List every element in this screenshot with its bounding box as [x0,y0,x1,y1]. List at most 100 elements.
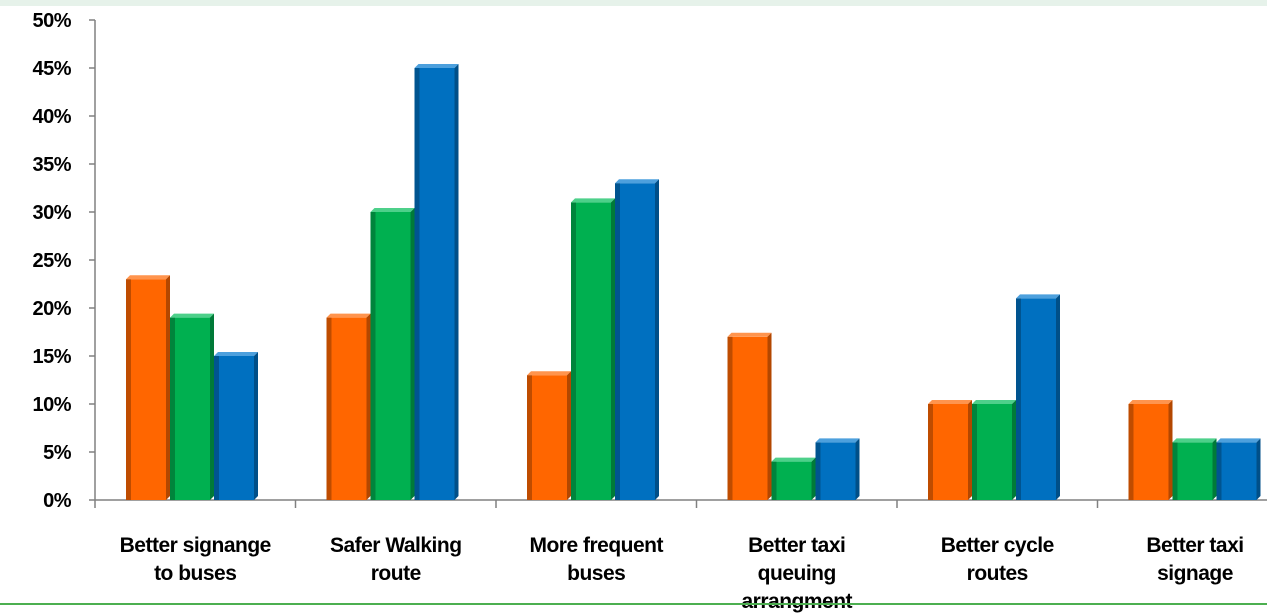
category-label-line: buses [567,562,625,585]
bar-1-series-1 [126,275,170,500]
bar-top [928,400,972,404]
bar-6-series-1 [1128,400,1173,500]
bar-side [767,332,772,500]
category-label-line: signage [1157,562,1233,585]
top-accent-strip [0,0,1267,6]
bar-face [1016,298,1056,500]
bar-5-series-3 [1016,294,1060,500]
bar-shade [615,183,620,500]
y-tick-label: 35% [32,154,71,176]
category-label-line: arrangment [741,590,852,613]
category-label-line: Better taxi [748,534,845,557]
bar-face [972,404,1012,500]
bar-side [1168,400,1173,500]
bar-3-series-3 [615,179,659,500]
bar-shade [214,356,219,500]
bar-face [370,212,411,500]
y-tick-label: 50% [32,10,71,32]
bar-2-series-1 [326,313,371,500]
bar-1-series-2 [170,313,214,500]
y-tick-label: 10% [32,394,71,416]
y-tick-label: 20% [32,298,71,320]
y-tick-label: 30% [32,202,71,224]
y-tick-label: 5% [43,442,72,464]
bar-side [454,64,459,500]
category-label-6: Better taxi signage [1146,534,1243,585]
bar-top [527,371,571,376]
bar-5-series-1 [928,400,972,500]
bar-side [811,457,816,500]
category-label-5: Better cycle routes [941,534,1054,585]
bar-face [815,442,856,500]
bar-3-series-1 [527,371,571,500]
category-label-4: Better taxi queuing arrangment [741,534,852,613]
category-labels: Better signange to buses Safer Walking rout… [120,534,1244,613]
bar-top [1172,438,1217,443]
y-axis: 0% 5% 10% 15% 20% 25% 30% 35% 40% 45% 50% [32,10,96,512]
bar-face [126,279,166,500]
bar-side [968,400,972,500]
category-label-line: Better signange [120,534,271,557]
x-axis [94,499,1267,508]
bar-shade [527,375,532,500]
bar-shade [771,461,777,500]
bar-side [1012,400,1016,500]
category-label-line: More frequent [529,534,663,557]
bar-shade [571,202,576,500]
bar-2-series-2 [370,208,415,500]
bar-face [326,317,367,500]
bar-6-series-3 [1216,438,1261,500]
bar-side [567,371,571,500]
bar-top [727,332,772,337]
bar-face [928,404,968,500]
category-label-line: Better taxi [1146,534,1243,557]
y-tick-label: 40% [32,106,71,128]
bar-side [655,179,659,500]
bar-face [527,375,567,500]
y-tick-label: 15% [32,346,71,368]
bar-side [366,313,371,500]
bar-side [410,208,415,500]
bar-top [1016,294,1060,299]
bar-face [170,317,210,500]
bar-top [771,457,816,462]
bar-face [615,183,655,500]
y-tick-label: 0% [43,490,72,512]
bar-top [1128,400,1173,404]
bar-side [611,198,615,500]
category-label-line: to buses [154,562,236,585]
bar-6-series-2 [1172,438,1217,500]
bar-top [414,64,459,68]
bar-top [1216,438,1261,443]
bar-face [727,336,768,500]
bar-5-series-2 [972,400,1016,500]
bar-side [1212,438,1217,500]
category-label-line: Better cycle [941,534,1054,557]
bar-top [815,438,860,443]
bar-top [126,275,170,280]
bar-face [771,461,812,500]
bar-3-series-2 [571,198,615,500]
bar-face [214,356,254,500]
bar-top [370,208,415,212]
category-label-line: route [371,562,421,585]
bar-side [254,352,258,500]
bar-top [615,179,659,184]
bar-side [210,313,214,500]
bar-4-series-3 [815,438,860,500]
bar-shade [727,336,733,500]
bar-shade [815,442,821,500]
bar-face [1128,404,1169,500]
bar-shade [972,404,977,500]
bar-shade [928,404,933,500]
bar-shade [414,68,420,500]
category-label-line: Safer Walking [330,534,462,557]
bar-face [414,68,455,500]
bottom-rule [0,603,1267,605]
bar-face [1172,442,1213,500]
category-label-line: queuing [758,562,836,585]
bar-face [1216,442,1257,500]
bar-shade [126,279,131,500]
bar-side [1256,438,1261,500]
